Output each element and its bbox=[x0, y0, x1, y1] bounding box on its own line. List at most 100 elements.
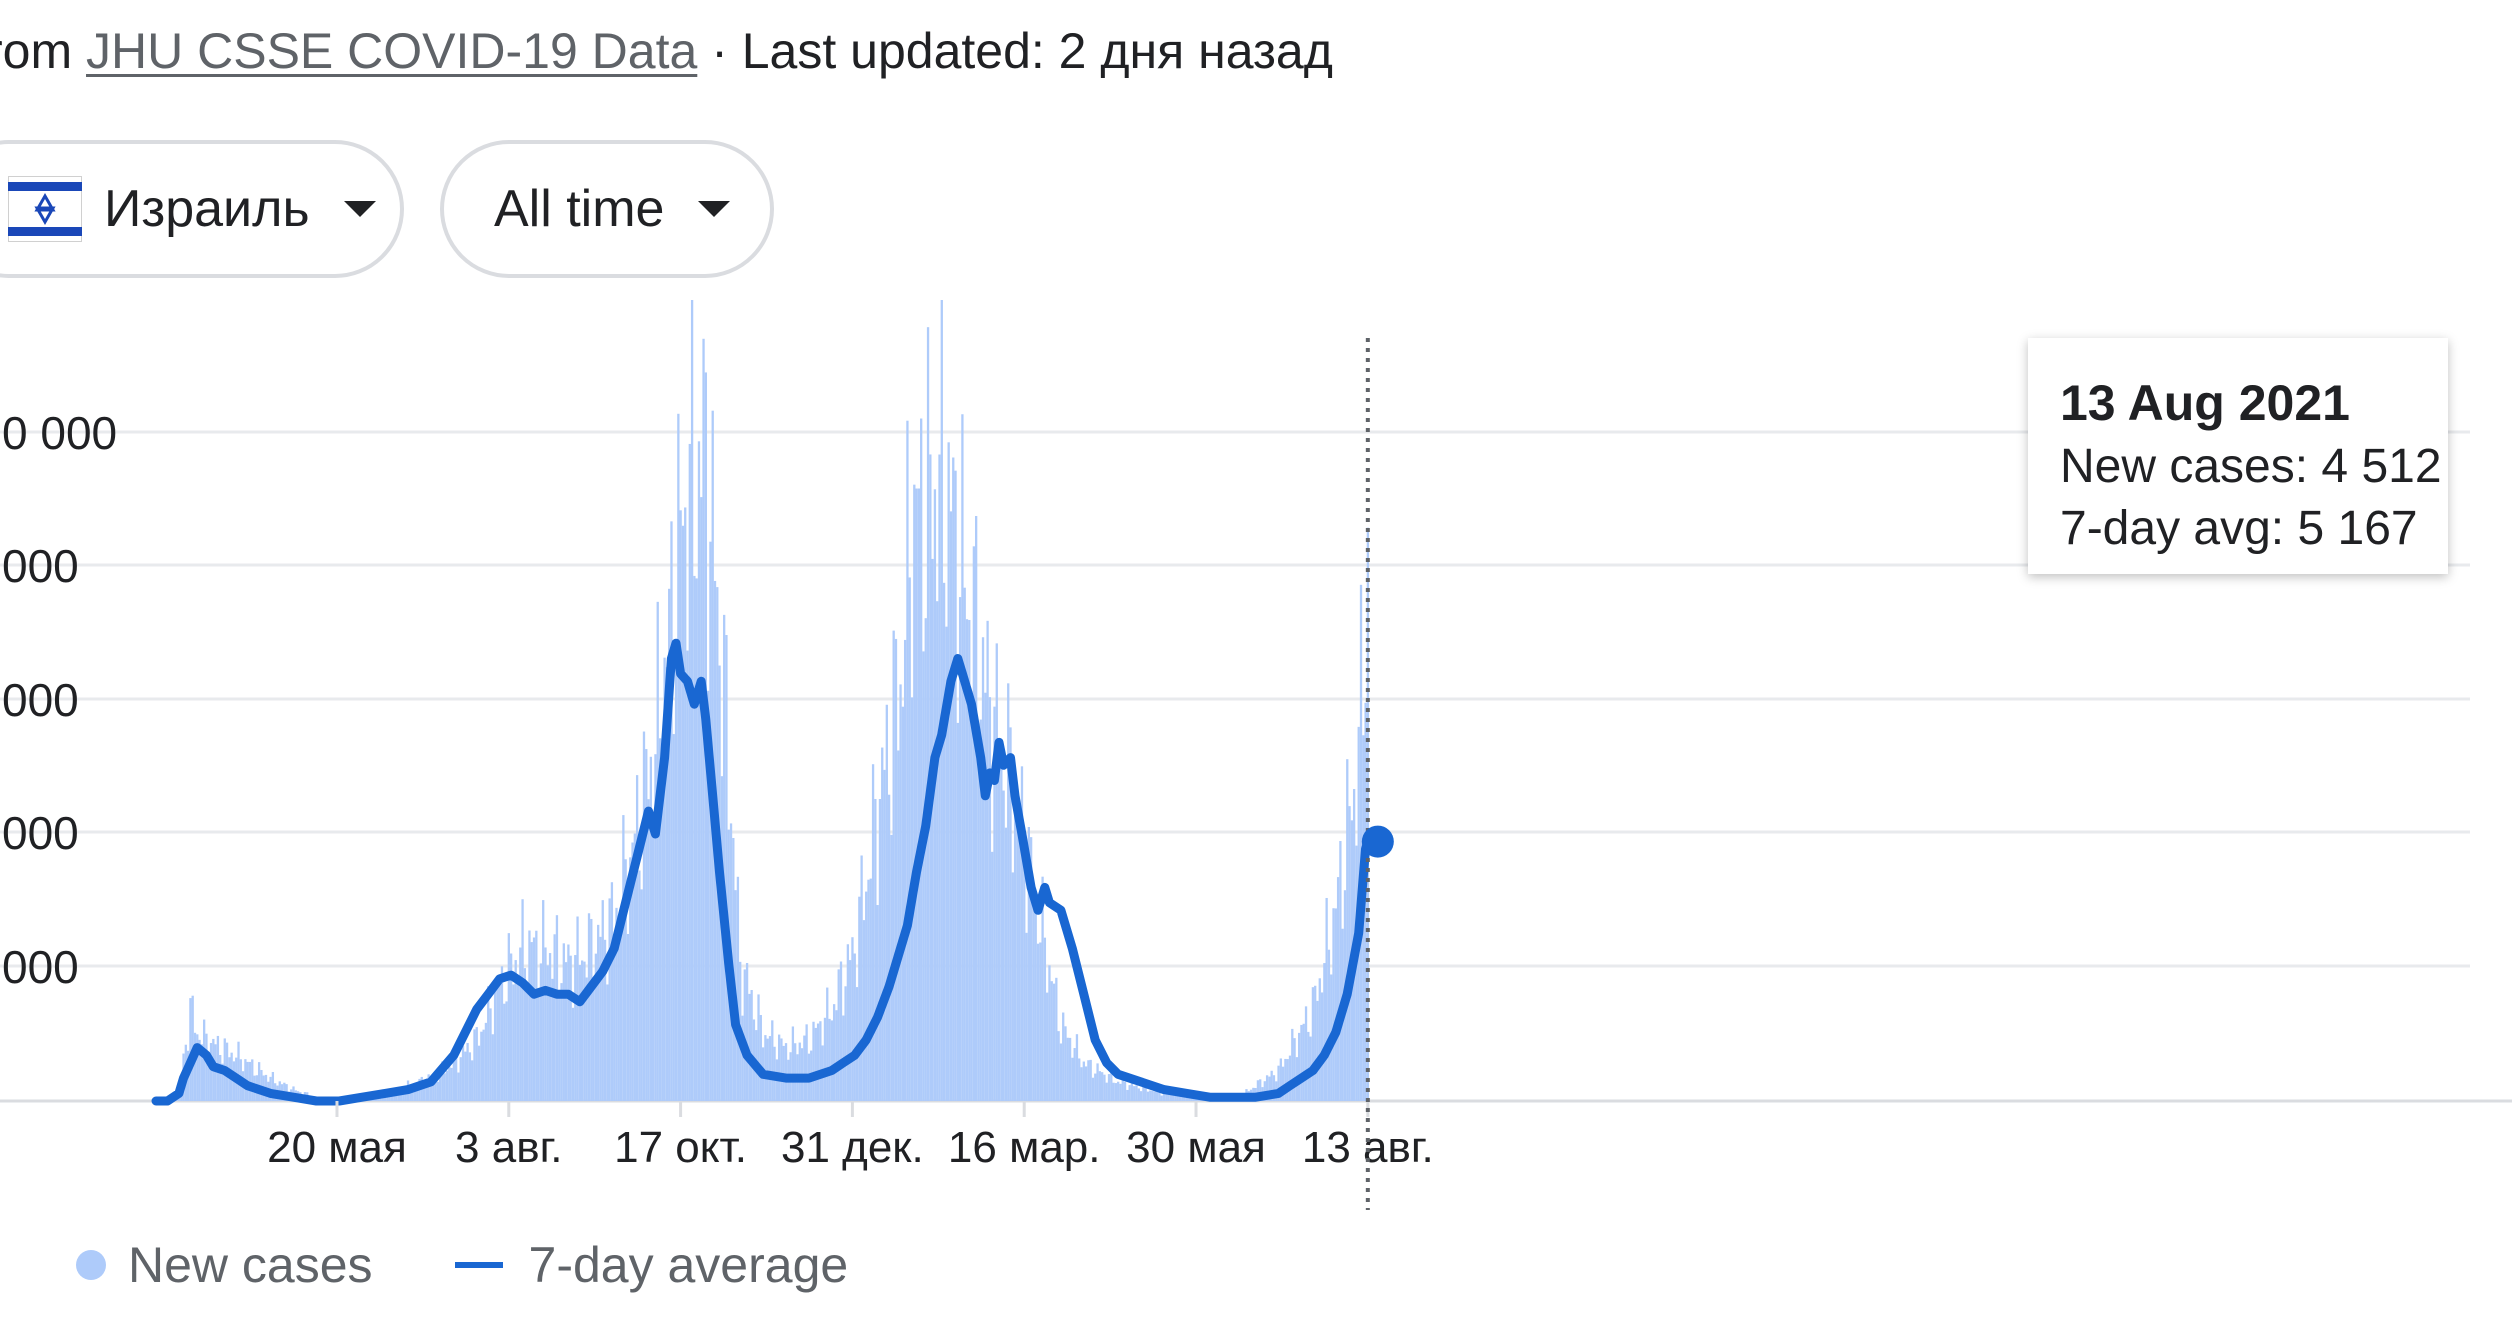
new-cases-bar bbox=[901, 706, 905, 1101]
new-cases-bar bbox=[1302, 1023, 1305, 1101]
new-cases-bar bbox=[674, 663, 678, 1101]
new-cases-bar bbox=[997, 762, 1001, 1101]
cases-chart: 0 000 000 000 000 000 20 мая 3 авг. 17 окт. 31 д… bbox=[0, 300, 2512, 1210]
new-cases-bar bbox=[1080, 1067, 1083, 1101]
new-cases-bar bbox=[1096, 1063, 1099, 1101]
new-cases-bar bbox=[940, 300, 943, 1101]
new-cases-bar bbox=[1174, 1095, 1177, 1101]
new-cases-bar bbox=[480, 1031, 483, 1101]
new-cases-bar bbox=[585, 977, 588, 1101]
new-cases-bar bbox=[203, 1019, 206, 1101]
new-cases-bar bbox=[903, 639, 907, 1101]
new-cases-bar bbox=[949, 511, 953, 1101]
new-cases-bar bbox=[532, 937, 536, 1101]
source-prefix: rom bbox=[0, 23, 73, 79]
new-cases-bar bbox=[429, 1077, 433, 1101]
new-cases-bar bbox=[768, 1036, 772, 1101]
new-cases-bar bbox=[695, 578, 698, 1101]
new-cases-bar bbox=[750, 989, 753, 1101]
new-cases-bar bbox=[819, 1021, 822, 1101]
new-cases-bar bbox=[1320, 992, 1324, 1101]
new-cases-bar bbox=[1142, 1085, 1145, 1101]
new-cases-bar bbox=[883, 769, 886, 1101]
new-cases-bar bbox=[1133, 1086, 1136, 1101]
new-cases-bar bbox=[606, 984, 609, 1101]
new-cases-bar bbox=[798, 1042, 801, 1101]
new-cases-bar bbox=[876, 905, 879, 1101]
new-cases-bar bbox=[1169, 1093, 1173, 1101]
new-cases-bar bbox=[1073, 1048, 1076, 1101]
new-cases-bar bbox=[1307, 1031, 1310, 1101]
new-cases-bar bbox=[945, 626, 948, 1101]
new-cases-bar bbox=[915, 488, 918, 1102]
new-cases-bar bbox=[1128, 1085, 1131, 1101]
new-cases-bar bbox=[553, 934, 556, 1101]
new-cases-bar bbox=[1139, 1091, 1143, 1101]
new-cases-bar bbox=[544, 947, 547, 1101]
new-cases-bar bbox=[576, 916, 579, 1101]
new-cases-bar bbox=[679, 510, 682, 1101]
new-cases-bar bbox=[1027, 826, 1030, 1101]
caret-down-icon bbox=[343, 201, 376, 217]
new-cases-bar bbox=[592, 989, 595, 1101]
new-cases-bar bbox=[1004, 827, 1008, 1101]
new-cases-bar bbox=[1316, 1000, 1319, 1101]
new-cases-bar bbox=[1046, 992, 1049, 1101]
new-cases-bar bbox=[1025, 932, 1028, 1101]
new-cases-bar bbox=[571, 1007, 575, 1101]
new-cases-bar bbox=[922, 651, 925, 1101]
new-cases-bar bbox=[207, 1059, 210, 1101]
new-cases-bar bbox=[791, 1026, 795, 1101]
new-cases-bar bbox=[887, 794, 891, 1101]
new-cases-bar bbox=[663, 657, 666, 1101]
new-cases-bar bbox=[1018, 818, 1021, 1101]
new-cases-bar bbox=[1064, 1026, 1067, 1101]
new-cases-bar bbox=[642, 731, 646, 1101]
new-cases-bar bbox=[855, 987, 859, 1101]
last-updated: · Last updated: 2 дня назад bbox=[711, 23, 1333, 79]
new-cases-bar bbox=[723, 614, 726, 1101]
new-cases-bar bbox=[619, 918, 623, 1101]
new-cases-bar bbox=[700, 497, 703, 1101]
new-cases-bar bbox=[1110, 1071, 1113, 1101]
new-cases-bar bbox=[647, 799, 650, 1101]
new-cases-bar bbox=[516, 975, 520, 1101]
new-cases-bar bbox=[1112, 1082, 1115, 1101]
tooltip-new-cases: New cases: 4 512 bbox=[2060, 440, 2442, 493]
new-cases-bar bbox=[665, 667, 669, 1101]
country-label: Израиль bbox=[104, 180, 310, 238]
new-cases-bar bbox=[979, 719, 982, 1101]
time-range-select[interactable]: All time bbox=[440, 140, 774, 278]
new-cases-bar bbox=[189, 998, 192, 1101]
new-cases-bar bbox=[814, 1027, 817, 1101]
new-cases-bar bbox=[1062, 1012, 1065, 1101]
new-cases-bar bbox=[1286, 1059, 1289, 1101]
new-cases-bar bbox=[777, 1034, 781, 1101]
new-cases-bar bbox=[560, 983, 563, 1101]
new-cases-bar bbox=[656, 601, 659, 1101]
israel-flag-icon bbox=[8, 176, 82, 242]
new-cases-bar bbox=[1304, 1006, 1308, 1101]
y-tick-label: 000 bbox=[2, 540, 79, 592]
new-cases-bar bbox=[388, 1096, 391, 1101]
new-cases-bar bbox=[624, 859, 627, 1101]
new-cases-bar bbox=[629, 857, 632, 1101]
new-cases-bar bbox=[491, 1034, 494, 1101]
new-cases-bar bbox=[597, 924, 600, 1101]
x-tick-label: 16 мар. bbox=[948, 1123, 1101, 1172]
new-cases-bar bbox=[684, 507, 687, 1101]
new-cases-bar bbox=[649, 756, 653, 1101]
new-cases-bar bbox=[482, 1029, 485, 1101]
new-cases-bar bbox=[1103, 1074, 1106, 1101]
new-cases-bar bbox=[1107, 1074, 1111, 1101]
new-cases-bar bbox=[938, 454, 941, 1101]
new-cases-bar bbox=[496, 980, 499, 1101]
source-link[interactable]: JHU CSSE COVID-19 Data bbox=[86, 23, 698, 79]
new-cases-bar bbox=[1185, 1095, 1189, 1101]
new-cases-bar bbox=[1359, 584, 1363, 1101]
new-cases-bar bbox=[1119, 1083, 1122, 1101]
new-cases-bar bbox=[1151, 1090, 1154, 1101]
new-cases-bar bbox=[546, 965, 549, 1101]
new-cases-bar bbox=[468, 1052, 472, 1101]
country-select[interactable]: Израиль bbox=[0, 140, 404, 278]
